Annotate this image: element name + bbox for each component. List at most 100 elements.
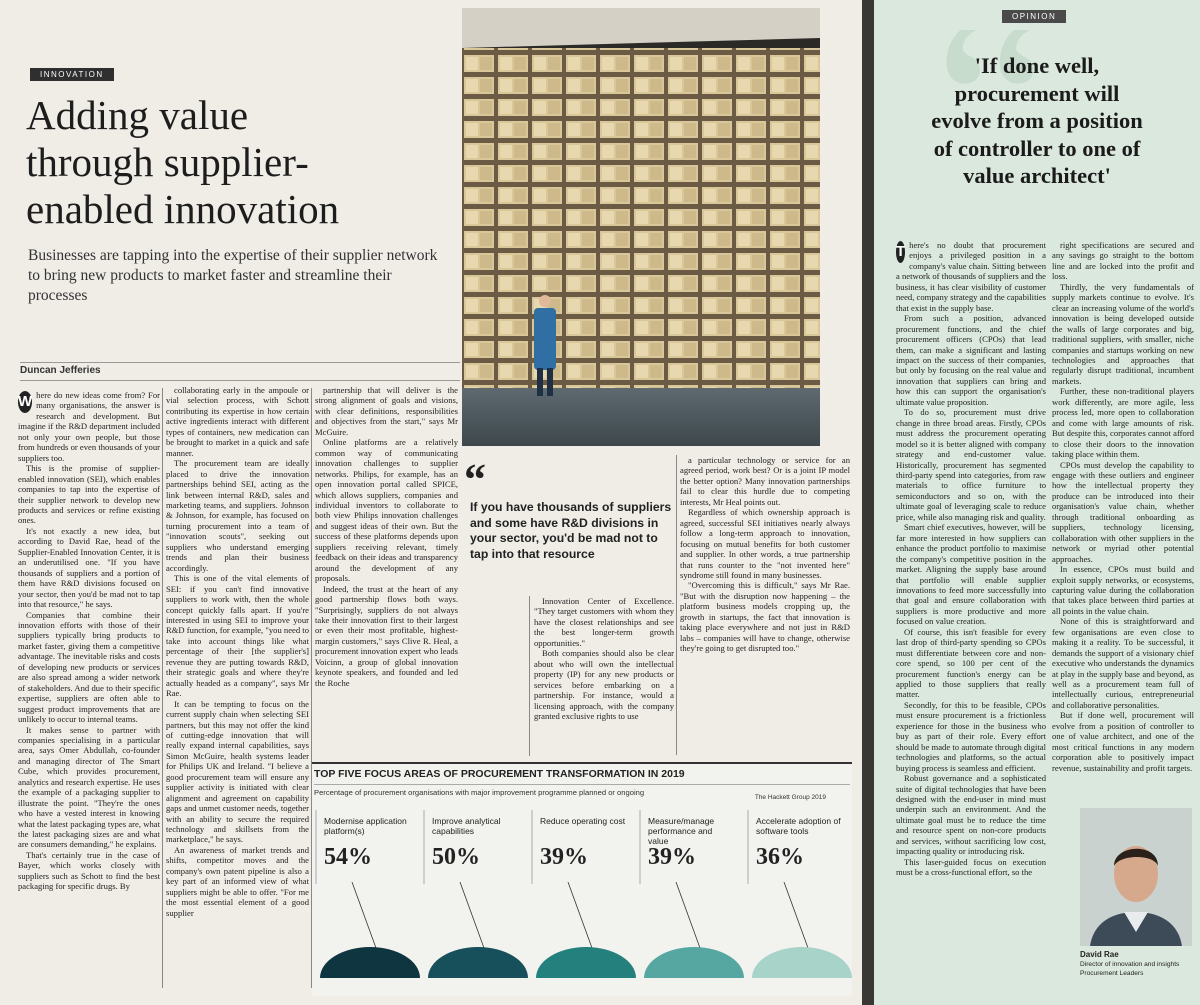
- item-label: Modernise application platform(s): [324, 816, 407, 836]
- item-value: 54%: [324, 844, 372, 870]
- opinion-column: There's no doubt that procurement enjoys…: [896, 240, 1046, 997]
- headline-line: value architect': [963, 163, 1111, 188]
- semicircle: [320, 947, 420, 978]
- article-column: partnership that will deliver is the str…: [315, 385, 458, 757]
- paragraph: This is one of the vital elements of SEI…: [166, 573, 309, 699]
- paragraph: Regardless of which ownership approach i…: [680, 507, 850, 580]
- opinion-headline: 'If done well, procurement will evolve f…: [874, 52, 1200, 190]
- pointer: [567, 881, 593, 949]
- article-column: collaborating early in the ampoule or vi…: [166, 385, 309, 988]
- byline: Duncan Jefferies: [20, 365, 101, 376]
- paragraph: From such a position, advanced procureme…: [896, 313, 1046, 407]
- pull-quote-box: “ If you have thousands of suppliers and…: [464, 455, 674, 585]
- headline-line: evolve from a position: [931, 108, 1143, 133]
- paragraph: The procurement team are ideally placed …: [166, 458, 309, 573]
- paragraph: But if done well, procurement will evolv…: [1052, 710, 1194, 773]
- paragraph: a particular technology or service for a…: [680, 455, 850, 507]
- paragraph: This laser-guided focus on execution mus…: [896, 856, 1046, 878]
- column-rule: [529, 596, 530, 756]
- headline-line: 'If done well,: [974, 53, 1100, 78]
- paragraph: To do so, procurement must drive change …: [896, 407, 1046, 522]
- paragraph: In essence, CPOs must build and exploit …: [1052, 564, 1194, 616]
- paragraph: "Overcoming this is difficult," says Mr …: [680, 580, 850, 654]
- paragraph: It can be tempting to focus on the curre…: [166, 698, 309, 845]
- paragraph: Online platforms are a relatively common…: [315, 437, 458, 584]
- paragraph: This is the promise of supplier-enabled …: [18, 463, 160, 526]
- section-tag: INNOVATION: [30, 68, 114, 81]
- left-page: INNOVATION Adding value through supplier…: [0, 0, 862, 1005]
- item-label: Measure/manage performance and value: [648, 816, 715, 846]
- paragraph: Of course, this isn't feasible for every…: [896, 626, 1046, 700]
- article-column: a particular technology or service for a…: [680, 455, 850, 760]
- item-label: Reduce operating cost: [540, 816, 626, 826]
- item-value: 50%: [432, 844, 480, 870]
- infographic-subtitle: Percentage of procurement organisations …: [314, 788, 645, 797]
- headline-line: through supplier-: [26, 139, 309, 185]
- item-label: Improve analytical capabilities: [432, 816, 501, 836]
- infographic-graphics: [315, 810, 852, 978]
- paragraph: Smart chief executives, however, will be…: [896, 522, 1046, 627]
- column-rule: [311, 388, 312, 988]
- opinion-column: right specifications are secured and any…: [1052, 240, 1194, 800]
- pointer: [351, 881, 377, 949]
- warehouse-photo: [462, 8, 820, 446]
- item-value: 39%: [540, 844, 588, 870]
- paragraph: Where do new ideas come from? For many o…: [18, 390, 160, 463]
- semicircle: [428, 947, 528, 978]
- paragraph: Innovation Center of Excellence. "They t…: [534, 596, 674, 648]
- paragraph: Indeed, the trust at the heart of any go…: [315, 583, 458, 688]
- author-org: Procurement Leaders: [1080, 970, 1144, 977]
- article-column: Where do new ideas come from? For many o…: [18, 390, 160, 988]
- pointer: [459, 881, 485, 949]
- paragraph: Companies that combine their innovation …: [18, 609, 160, 725]
- headline: Adding value through supplier- enabled i…: [26, 92, 339, 233]
- paragraph: An awareness of market trends and shifts…: [166, 844, 309, 918]
- infographic-title: TOP FIVE FOCUS AREAS OF PROCUREMENT TRAN…: [314, 768, 685, 780]
- paragraph: Further, these non-traditional players w…: [1052, 386, 1194, 460]
- item-label: Accelerate adoption of software tools: [756, 816, 841, 836]
- headline-line: procurement will: [954, 80, 1120, 106]
- divider: [314, 784, 850, 785]
- paragraph: There's no doubt that procurement enjoys…: [896, 240, 1046, 313]
- paragraph: CPOs must develop the capability to enga…: [1052, 459, 1194, 564]
- article-column: Innovation Center of Excellence. "They t…: [534, 596, 674, 756]
- paragraph: None of this is straightforward and few …: [1052, 616, 1194, 710]
- semicircle: [644, 947, 744, 978]
- headline-line: of controller to one of: [933, 135, 1141, 161]
- paragraph: right specifications are secured and any…: [1052, 240, 1194, 282]
- infographic-source: The Hackett Group 2019: [754, 794, 826, 801]
- divider: [20, 362, 460, 363]
- paragraph: Robust governance and a sophisticated su…: [896, 773, 1046, 857]
- paragraph: Both companies should also be clear abou…: [534, 648, 674, 721]
- right-page: “ OPINION 'If done well, procurement wil…: [874, 0, 1200, 1005]
- headline-line: enabled innovation: [26, 186, 340, 232]
- column-rule: [162, 388, 163, 988]
- paragraph: It's not exactly a new idea, but accordi…: [18, 525, 160, 610]
- paragraph: It makes sense to partner with companies…: [18, 724, 160, 850]
- author-name: David Rae: [1080, 950, 1119, 959]
- pointer: [783, 881, 809, 949]
- section-tag: OPINION: [1002, 10, 1067, 23]
- infographic: TOP FIVE FOCUS AREAS OF PROCUREMENT TRAN…: [312, 762, 852, 996]
- author-role: Director of innovation and insights: [1080, 961, 1180, 968]
- standfirst: Businesses are tapping into the expertis…: [28, 247, 438, 304]
- paragraph: collaborating early in the ampoule or vi…: [166, 385, 309, 458]
- pointer: [675, 881, 701, 949]
- semicircle: [536, 947, 636, 978]
- divider: [20, 380, 460, 381]
- paragraph: Thirdly, the very fundamentals of supply…: [1052, 281, 1194, 386]
- author-photo: [1080, 808, 1192, 946]
- headline-line: Adding value: [26, 92, 249, 138]
- quote-watermark: “: [934, 30, 1049, 200]
- paragraph: That's certainly true in the case of Bay…: [18, 849, 160, 892]
- semicircle: [752, 947, 852, 978]
- paragraph: partnership that will deliver is the str…: [315, 385, 458, 437]
- item-value: 39%: [648, 844, 696, 870]
- quote-glyph: “: [934, 30, 1049, 200]
- item-value: 36%: [756, 844, 804, 870]
- paragraph: Secondly, for this to be feasible, CPOs …: [896, 699, 1046, 773]
- quote-mark: “: [464, 455, 486, 504]
- pull-quote: If you have thousands of suppliers and s…: [470, 500, 672, 561]
- column-rule: [676, 455, 677, 755]
